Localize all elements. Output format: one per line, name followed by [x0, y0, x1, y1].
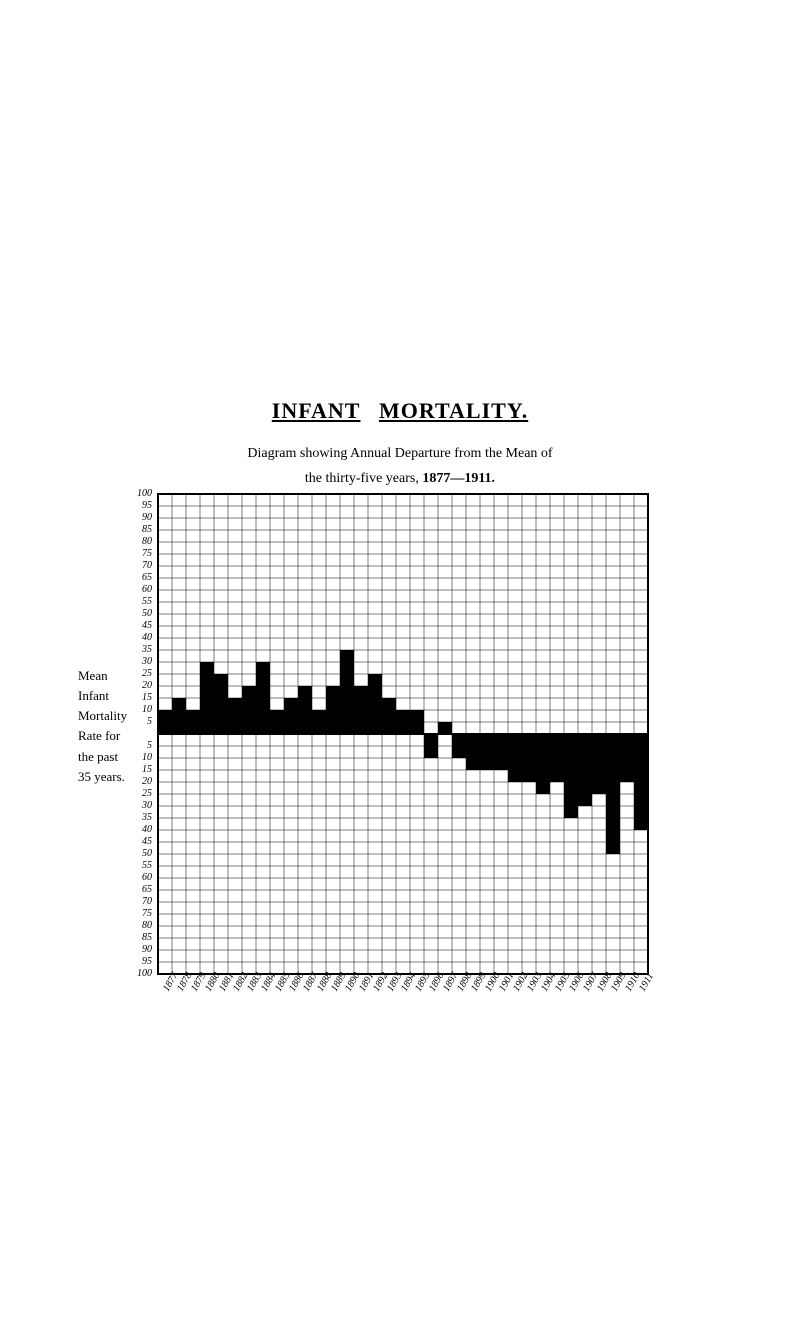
subtitle-line-2-pre: the thirty-five years,: [305, 471, 422, 486]
y-tick-bot: 55: [142, 860, 152, 872]
chart-container: 1009590858075706560555045403530252015105…: [156, 492, 650, 976]
y-tick-bot: 95: [142, 956, 152, 968]
y-tick-top: 80: [142, 536, 152, 548]
y-tick-bot: 5: [147, 740, 152, 752]
departure-chart: [156, 492, 650, 976]
y-tick-bot: 60: [142, 872, 152, 884]
side-label-mortality: Mortality: [78, 706, 148, 726]
y-tick-top: 35: [142, 644, 152, 656]
y-tick-top: 65: [142, 572, 152, 584]
y-tick-bot: 40: [142, 824, 152, 836]
y-tick-bot: 70: [142, 896, 152, 908]
y-tick-top: 100: [137, 488, 152, 500]
y-axis-group-label: Mean Infant Mortality Rate for the past …: [78, 666, 148, 787]
y-tick-bot: 100: [137, 968, 152, 980]
y-tick-top: 90: [142, 512, 152, 524]
y-tick-top: 40: [142, 632, 152, 644]
y-tick-top: 50: [142, 608, 152, 620]
page-title: INFANT MORTALITY.: [0, 398, 800, 424]
y-tick-bot: 50: [142, 848, 152, 860]
y-tick-bot: 15: [142, 764, 152, 776]
y-tick-top: 25: [142, 668, 152, 680]
y-tick-top: 85: [142, 524, 152, 536]
y-tick-bot: 75: [142, 908, 152, 920]
y-tick-top: 5: [147, 716, 152, 728]
side-label-mean: Mean: [78, 666, 148, 686]
side-label-infant: Infant: [78, 686, 148, 706]
y-tick-top: 75: [142, 548, 152, 560]
y-tick-top: 10: [142, 704, 152, 716]
subtitle-line-2: the thirty-five years, 1877—1911.: [0, 471, 800, 487]
y-tick-bot: 85: [142, 932, 152, 944]
y-tick-top: 60: [142, 584, 152, 596]
y-tick-bot: 35: [142, 812, 152, 824]
y-tick-bot: 20: [142, 776, 152, 788]
y-tick-bot: 80: [142, 920, 152, 932]
y-tick-bot: 30: [142, 800, 152, 812]
y-tick-bot: 45: [142, 836, 152, 848]
subtitle-line-1: Diagram showing Annual Departure from th…: [0, 446, 800, 462]
y-tick-top: 20: [142, 680, 152, 692]
side-label-past: the past: [78, 747, 148, 767]
subtitle-line-2-years: 1877—1911.: [422, 471, 495, 486]
title-word-mortality: MORTALITY.: [379, 398, 528, 423]
y-tick-bot: 65: [142, 884, 152, 896]
y-tick-top: 45: [142, 620, 152, 632]
y-tick-top: 95: [142, 500, 152, 512]
y-tick-top: 15: [142, 692, 152, 704]
y-tick-top: 55: [142, 596, 152, 608]
y-tick-top: 30: [142, 656, 152, 668]
y-tick-top: 70: [142, 560, 152, 572]
y-tick-bot: 90: [142, 944, 152, 956]
y-tick-bot: 10: [142, 752, 152, 764]
y-tick-bot: 25: [142, 788, 152, 800]
side-label-rate: Rate for: [78, 726, 148, 746]
title-word-infant: INFANT: [272, 398, 361, 423]
side-label-years: 35 years.: [78, 767, 148, 787]
